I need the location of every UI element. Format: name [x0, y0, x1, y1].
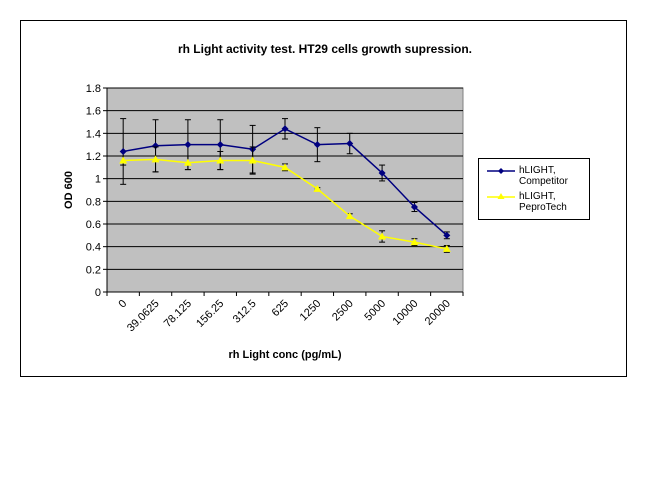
data-point — [345, 212, 354, 220]
data-point — [281, 163, 289, 171]
diamond-marker-icon — [498, 168, 504, 174]
chart-frame — [20, 20, 627, 377]
data-point — [119, 147, 127, 155]
legend-item-peprotech: hLIGHT, PeproTech — [519, 191, 567, 213]
y-tick-label: 0.6 — [86, 219, 101, 231]
data-point — [443, 231, 451, 239]
x-tick-label: 1250 — [298, 298, 324, 324]
y-axis-label: OD 600 — [63, 171, 75, 209]
y-tick-label: 1 — [95, 174, 101, 186]
y-tick-label: 1.6 — [86, 106, 101, 118]
y-tick-label: 0.2 — [86, 264, 101, 276]
data-point — [119, 156, 128, 164]
x-tick-label: 2500 — [330, 298, 356, 324]
data-point — [248, 156, 257, 164]
data-point — [281, 125, 289, 133]
data-point — [378, 169, 386, 177]
data-point — [410, 203, 418, 211]
legend-item-competitor: hLIGHT, Competitor — [519, 165, 568, 187]
x-tick-label: 625 — [270, 298, 291, 319]
triangle-marker-icon — [497, 193, 505, 199]
x-tick-label: 5000 — [362, 298, 388, 324]
data-point — [151, 155, 160, 163]
chart-title: rh Light activity test. HT29 cells growt… — [177, 42, 473, 56]
data-point — [378, 232, 387, 240]
legend-markers — [487, 168, 515, 199]
x-tick-label: 0 — [116, 298, 129, 311]
data-point — [410, 238, 419, 246]
y-tick-label: 0.4 — [86, 242, 101, 254]
x-tick-label: 312.5 — [231, 298, 259, 326]
x-tick-label: 78.125 — [162, 298, 194, 330]
y-tick-label: 0.8 — [86, 196, 101, 208]
x-tick-label: 10000 — [390, 298, 420, 328]
data-point — [313, 141, 321, 149]
data-point — [183, 158, 192, 166]
y-tick-label: 0 — [95, 287, 101, 299]
y-tick-label: 1.8 — [86, 83, 101, 95]
data-point — [346, 140, 354, 148]
x-tick-label: 39.0625 — [125, 298, 162, 335]
data-point — [184, 141, 192, 149]
legend: hLIGHT, Competitor hLIGHT, PeproTech — [478, 158, 590, 220]
y-tick-label: 1.2 — [86, 151, 101, 163]
data-point — [152, 142, 160, 150]
y-tick-label: 1.4 — [86, 128, 101, 140]
data-point — [442, 244, 451, 252]
x-axis-label: rh Light conc (pg/mL) — [228, 349, 341, 361]
data-point — [313, 184, 322, 192]
data-point — [216, 156, 225, 164]
data-point — [216, 141, 224, 149]
x-tick-label: 156.25 — [194, 298, 226, 330]
x-tick-label: 20000 — [423, 298, 453, 328]
